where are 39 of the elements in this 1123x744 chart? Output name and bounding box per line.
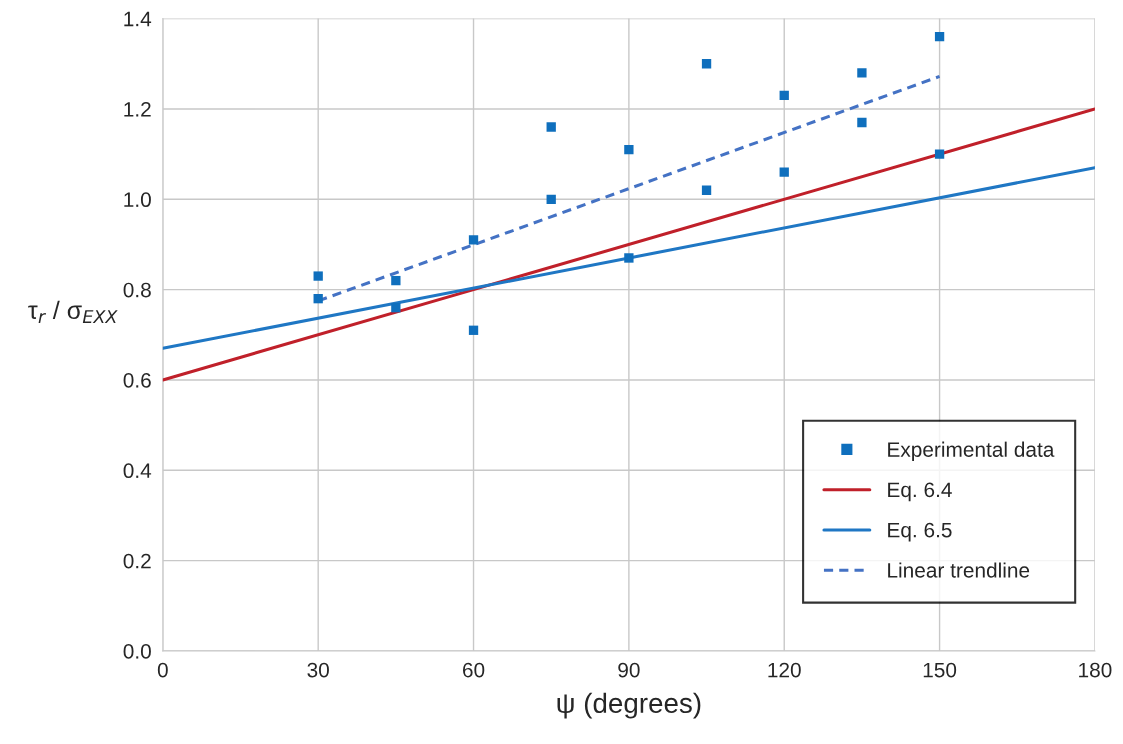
point (546, 122, 556, 132)
legend-label: Eq. 6.4 (888, 482, 952, 502)
legend-label: Linear trendline (888, 562, 1030, 578)
x-tick-label: 150 (923, 662, 957, 678)
y-tick-label: 0.8 (123, 282, 151, 298)
point (313, 294, 323, 304)
point (313, 271, 323, 281)
y-tick-label: 0.2 (123, 553, 151, 569)
x-tick-label: 30 (307, 662, 329, 678)
point (701, 59, 712, 69)
y-tick-label: 0.6 (123, 372, 151, 388)
point (468, 325, 479, 335)
point (546, 194, 556, 204)
x-tick-label: 60 (463, 662, 485, 678)
point (857, 117, 867, 128)
point (934, 32, 945, 42)
point (468, 235, 479, 245)
x-tick-label: 180 (1079, 662, 1112, 678)
point (701, 185, 712, 195)
point (624, 144, 634, 155)
legend-label: Eq. 6.5 (888, 522, 952, 542)
legend-label: Experimental data (888, 441, 1055, 462)
y-tick-label: 1.4 (124, 11, 152, 27)
y-tick-label: 0.4 (123, 463, 152, 479)
x-tick-label: 120 (768, 662, 801, 678)
y-axis-title: τ$_{r}$ / σ$_{EXX}$ (28, 300, 118, 323)
x-axis-title: ψ (degrees) (557, 692, 701, 719)
point (391, 275, 401, 286)
point (934, 149, 945, 159)
point (779, 90, 789, 101)
x-tick-label: 90 (618, 662, 640, 678)
y-tick-label: 1.0 (124, 192, 151, 208)
point (624, 253, 634, 263)
y-tick-label: 0.0 (123, 644, 151, 659)
y-tick-label: 1.2 (124, 101, 151, 117)
point (779, 167, 789, 177)
x-tick-label: 0 (157, 662, 168, 678)
point (391, 303, 401, 313)
point (857, 68, 867, 78)
